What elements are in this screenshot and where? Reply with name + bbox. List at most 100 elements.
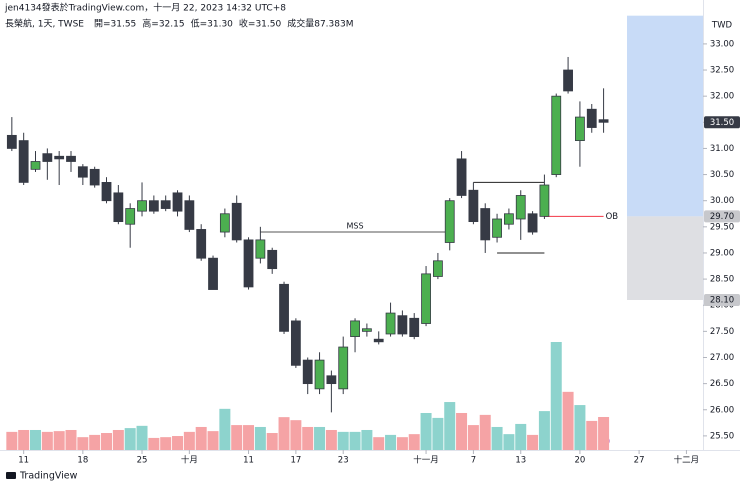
candle-body: [575, 116, 585, 141]
candle-body: [456, 158, 467, 196]
candle-body: [113, 192, 124, 223]
candle-body: [361, 328, 372, 332]
volume-bar: [325, 429, 337, 450]
price-label: 28.10: [710, 296, 734, 306]
candle-body: [30, 161, 41, 170]
volume-bar: [491, 426, 503, 450]
candle-body: [290, 320, 301, 366]
candle-body: [302, 359, 313, 385]
volume-bar: [243, 425, 255, 450]
candle-body: [208, 257, 218, 290]
y-tick-label: 26.00: [710, 405, 734, 415]
candle-body: [231, 202, 242, 241]
volume-bar: [18, 429, 30, 450]
candle-body: [586, 108, 597, 128]
volume-bar: [278, 417, 290, 450]
x-tick-label: 十一月: [413, 455, 439, 466]
symbol: 長榮航, 1天, TWSE: [5, 18, 84, 30]
x-tick-label: 13: [515, 456, 526, 466]
candle-body: [54, 155, 65, 160]
candle-body: [350, 320, 360, 337]
volume-bar: [183, 431, 195, 450]
candle-body: [504, 213, 514, 225]
price-label: 31.50: [710, 118, 734, 128]
candle-body: [598, 119, 609, 123]
candle-body: [267, 249, 278, 270]
volume-bar: [172, 436, 184, 450]
x-tick-label: 17: [290, 456, 301, 466]
candle-body: [184, 200, 195, 230]
volume-bar: [574, 405, 586, 450]
y-tick-label: 29.50: [710, 222, 734, 232]
volume-bar: [136, 425, 148, 450]
volume-bar: [160, 437, 172, 450]
candle-body: [101, 182, 112, 202]
volume-bar: [550, 342, 562, 450]
candle-body: [219, 213, 230, 233]
x-tick-label: 十月: [181, 455, 198, 466]
candle-body: [397, 315, 408, 335]
ohlc-label: 開=31.55: [94, 19, 136, 30]
volume-bar: [479, 414, 491, 450]
candle-body: [42, 153, 53, 162]
candle-body: [89, 168, 100, 186]
candle-body: [6, 134, 17, 149]
brand: TradingView: [19, 471, 78, 482]
y-tick-label: 32.50: [710, 66, 734, 76]
candle-body: [444, 200, 455, 243]
candle-body: [18, 140, 29, 183]
y-tick-label: 30.50: [710, 170, 734, 180]
candle-body: [551, 95, 562, 175]
x-tick-label: 18: [77, 456, 88, 466]
y-tick-label: 28.50: [710, 275, 734, 285]
y-tick-label: 31.00: [710, 144, 734, 154]
ohlc-label: 低=31.30: [191, 18, 234, 30]
y-tick-label: 30.00: [710, 196, 734, 206]
volume-bar: [89, 434, 101, 450]
volume-bar: [562, 391, 574, 450]
volume-bar: [467, 425, 479, 450]
volume-bar: [219, 408, 231, 450]
annotation-label: OB: [606, 212, 619, 222]
candle-body: [409, 317, 420, 337]
candle-body: [243, 239, 254, 288]
ohlc-label: 收=31.50: [239, 18, 282, 30]
y-tick-label: 33.00: [710, 39, 734, 49]
logo: [6, 472, 16, 479]
volume-bar: [77, 437, 89, 450]
candle-body: [539, 184, 550, 217]
volume-bar: [195, 426, 207, 450]
candle-body: [279, 283, 289, 332]
volume-bar: [586, 420, 598, 450]
volume-bar: [361, 429, 373, 450]
candle-body: [160, 200, 171, 209]
y-tick-label: 25.50: [710, 431, 734, 441]
y-tick-label: 27.50: [710, 327, 734, 337]
candle-body: [137, 200, 147, 212]
volume-bar: [444, 402, 456, 450]
volume-bar: [408, 434, 420, 450]
zone: [627, 15, 703, 217]
x-tick-label: 25: [137, 456, 148, 466]
price-label: 29.70: [710, 212, 734, 222]
candle-body: [326, 375, 337, 385]
y-tick-label: 29.00: [710, 248, 734, 258]
candle-body: [196, 229, 207, 259]
volume-bar: [456, 412, 468, 450]
candle-body: [255, 239, 266, 259]
zone: [627, 216, 703, 300]
candle-body: [148, 200, 159, 212]
ohlc-label: 成交量87.383M: [287, 18, 353, 30]
volume-bar: [538, 411, 550, 450]
candle-body: [468, 189, 479, 223]
candle-body: [563, 69, 573, 92]
volume-bar: [41, 431, 53, 450]
y-tick-label: 26.50: [710, 379, 734, 389]
volume-bar: [124, 428, 136, 450]
volume-bar: [373, 437, 385, 450]
x-tick-label: 20: [575, 456, 586, 466]
candle-body: [432, 260, 443, 277]
x-tick-label: 11: [243, 456, 254, 466]
candle-body: [373, 338, 384, 343]
